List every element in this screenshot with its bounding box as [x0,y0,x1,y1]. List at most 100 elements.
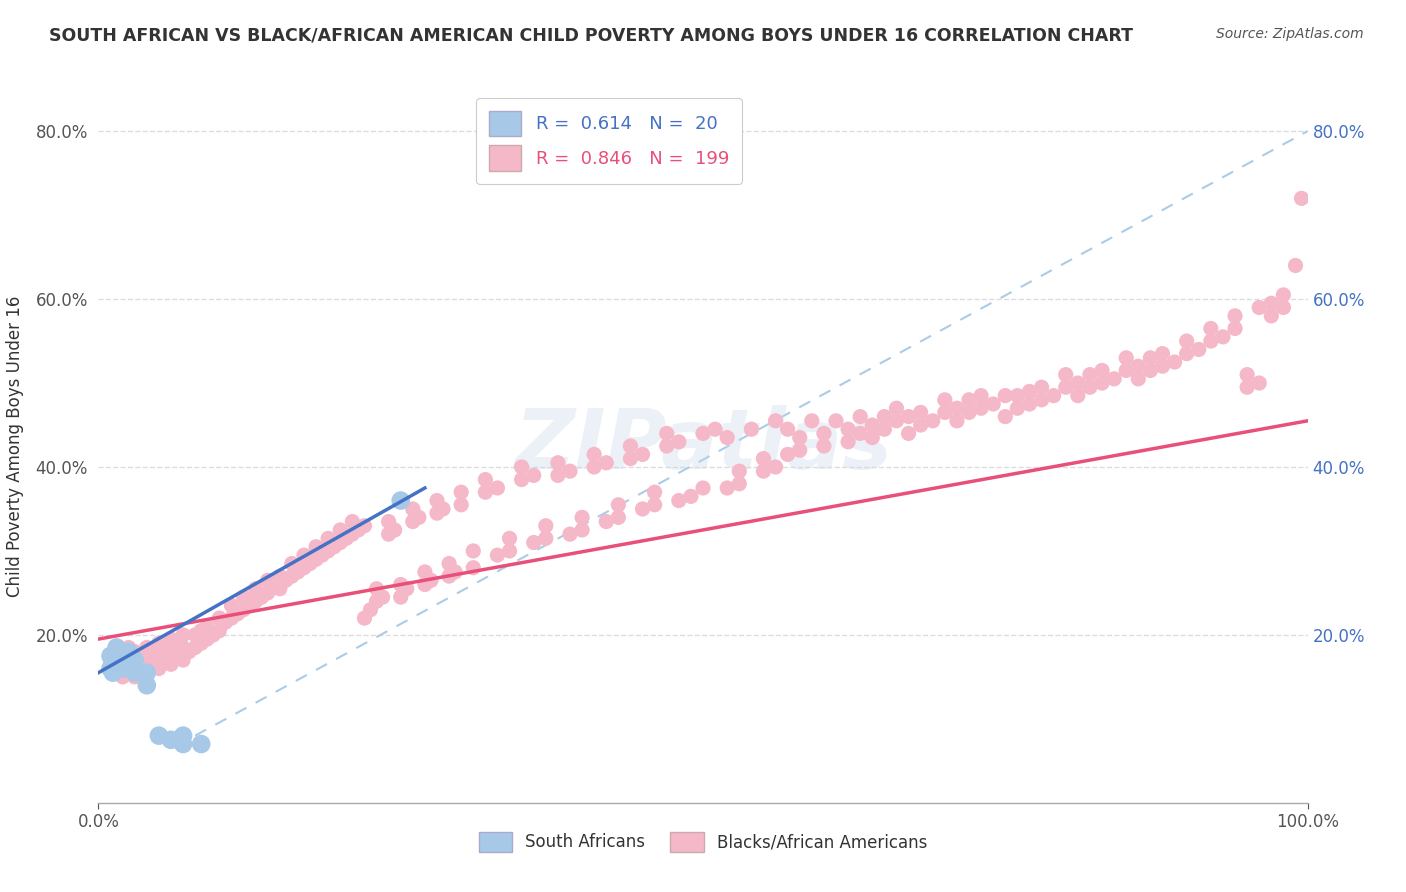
Point [752,464,775,478]
Point [148,661,170,675]
Point [292,548,315,562]
Point [269,582,291,596]
Point [118,645,141,659]
Point [366,582,388,596]
Point [250,590,273,604]
Point [765,414,787,428]
Point [1018,397,1040,411]
Point [474,473,496,487]
Point [619,439,641,453]
Point [1031,380,1053,394]
Point [135,665,157,680]
Point [329,535,352,549]
Point [172,737,194,751]
Point [118,653,141,667]
Point [1042,389,1064,403]
Point [166,648,188,663]
Point [849,409,872,424]
Point [420,574,443,588]
Point [813,426,835,441]
Point [118,665,141,680]
Point [1223,309,1246,323]
Point [245,582,267,596]
Point [256,574,278,588]
Point [1128,372,1150,386]
Legend: South Africans, Blacks/African Americans: South Africans, Blacks/African Americans [472,825,934,859]
Point [1272,301,1295,315]
Point [825,414,848,428]
Point [353,611,375,625]
Point [486,548,509,562]
Point [105,661,128,675]
Point [765,460,787,475]
Point [292,560,315,574]
Point [728,476,751,491]
Point [274,574,297,588]
Point [1175,346,1198,360]
Point [305,552,328,566]
Point [644,485,666,500]
Point [837,422,859,436]
Point [934,405,956,419]
Point [655,439,678,453]
Point [444,565,467,579]
Point [124,657,146,672]
Point [135,653,157,667]
Text: ZIPatlas: ZIPatlas [515,406,891,486]
Point [172,653,194,667]
Point [776,422,799,436]
Point [1007,401,1029,416]
Point [994,409,1017,424]
Point [1102,372,1125,386]
Point [921,414,943,428]
Point [486,481,509,495]
Point [184,640,207,655]
Point [342,515,364,529]
Point [221,611,243,625]
Point [873,409,896,424]
Point [498,544,520,558]
Point [1078,380,1101,394]
Point [299,557,322,571]
Point [583,447,606,461]
Point [366,594,388,608]
Point [208,611,231,625]
Point [655,426,678,441]
Point [232,590,254,604]
Point [1272,288,1295,302]
Point [450,498,472,512]
Point [970,401,993,416]
Point [263,577,285,591]
Point [571,523,593,537]
Point [1139,351,1161,365]
Point [1236,380,1258,394]
Point [474,485,496,500]
Point [287,565,309,579]
Point [221,599,243,613]
Point [269,569,291,583]
Point [129,648,152,663]
Point [860,431,883,445]
Point [1091,376,1114,390]
Point [510,473,533,487]
Point [1128,359,1150,374]
Point [184,628,207,642]
Point [910,405,932,419]
Point [1212,330,1234,344]
Point [1199,321,1222,335]
Point [704,422,727,436]
Point [111,648,134,663]
Point [571,510,593,524]
Point [172,640,194,655]
Point [172,729,194,743]
Point [426,493,449,508]
Point [776,447,799,461]
Point [897,426,920,441]
Point [1054,380,1077,394]
Point [360,603,382,617]
Point [389,590,412,604]
Point [111,645,134,659]
Point [190,636,212,650]
Point [740,422,762,436]
Point [105,648,128,663]
